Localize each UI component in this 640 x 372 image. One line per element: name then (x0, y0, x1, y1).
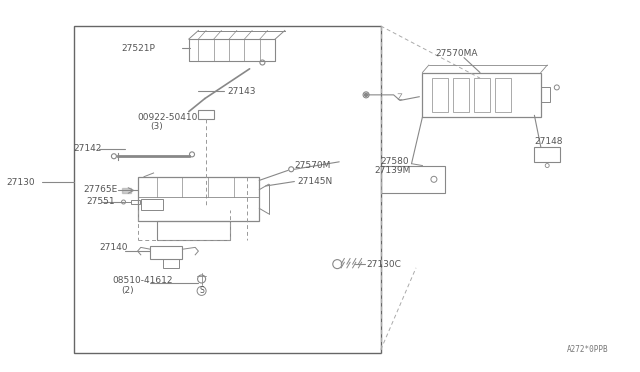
Circle shape (363, 92, 369, 98)
Bar (141, 199, 163, 210)
Bar (131, 200, 140, 204)
Polygon shape (122, 188, 131, 193)
Bar (453, 78, 469, 112)
Text: 00922-50410: 00922-50410 (138, 113, 198, 122)
Text: 27570M: 27570M (294, 161, 331, 170)
Bar (198, 110, 214, 119)
Text: 27148: 27148 (534, 137, 563, 146)
Text: (3): (3) (150, 122, 163, 131)
Bar (163, 259, 179, 268)
Text: 27765E: 27765E (83, 185, 118, 194)
Text: 27580: 27580 (381, 157, 410, 166)
Bar (474, 78, 490, 112)
Text: 08510-41612: 08510-41612 (112, 276, 173, 285)
Text: A272*0PPB: A272*0PPB (566, 345, 608, 354)
Text: (2): (2) (122, 286, 134, 295)
Text: 27551: 27551 (86, 198, 115, 206)
Text: 27130C: 27130C (366, 260, 401, 269)
Text: 27130: 27130 (6, 178, 35, 187)
Circle shape (365, 93, 367, 96)
Bar (534, 147, 560, 162)
Bar (541, 87, 550, 102)
Bar (432, 78, 448, 112)
Bar (74, 26, 381, 353)
Text: 27139M: 27139M (374, 166, 411, 175)
Text: 27142: 27142 (74, 144, 102, 153)
Text: 27521P: 27521P (122, 44, 156, 53)
Bar (138, 177, 259, 221)
Text: 27570MA: 27570MA (435, 49, 477, 58)
Text: S: S (199, 286, 204, 295)
Bar (381, 166, 445, 193)
Text: 27145N: 27145N (298, 177, 333, 186)
Bar (495, 78, 511, 112)
Text: 27140: 27140 (99, 243, 128, 252)
Text: 27143: 27143 (227, 87, 256, 96)
Bar (150, 246, 182, 259)
Bar (157, 221, 230, 240)
Bar (422, 73, 541, 117)
